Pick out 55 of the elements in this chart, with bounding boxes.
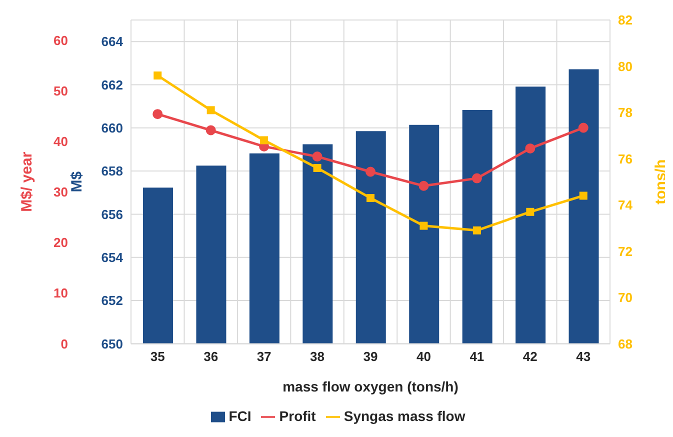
x-axis-title: mass flow oxygen (tons/h): [282, 378, 458, 395]
y3-axis-title: M$/ year: [18, 152, 36, 212]
point: [154, 71, 162, 80]
point: [418, 180, 429, 191]
legend-label: Syngas mass flow: [344, 408, 466, 424]
y-tick-label: 658: [101, 164, 123, 179]
x-tick-label: 42: [522, 348, 538, 364]
y-tick-label: 652: [101, 293, 123, 308]
point: [366, 166, 376, 177]
y-tick-label: 660: [101, 120, 123, 136]
x-tick-label: 41: [470, 348, 484, 364]
y2-tick-label: 80: [618, 58, 632, 74]
point: [206, 125, 216, 136]
y-axis-title: M$: [68, 170, 86, 192]
legend-label: FCI: [228, 408, 252, 424]
point: [579, 192, 588, 200]
y2-tick-label: 68: [618, 336, 632, 352]
y2-tick-label: 74: [618, 198, 634, 213]
y2-tick-label: 72: [618, 244, 632, 259]
x-tick-label: 38: [310, 348, 325, 364]
y-tick-label: 656: [101, 206, 123, 222]
y3-tick-label: 10: [54, 286, 68, 301]
y-tick-label: 664: [101, 34, 124, 50]
y-tick-label: 662: [101, 77, 123, 92]
y3-tick-label: 60: [54, 32, 68, 48]
y3-tick-label: 30: [54, 184, 68, 200]
y-tick-label: 650: [101, 336, 123, 352]
point: [472, 173, 482, 184]
point: [260, 136, 268, 144]
point: [420, 222, 428, 230]
y2-tick-label: 82: [618, 12, 632, 28]
y2-tick-label: 78: [618, 105, 632, 120]
y3-tick-label: 0: [60, 336, 68, 352]
y2-tick-label: 76: [618, 151, 632, 166]
point: [472, 226, 481, 234]
point: [525, 143, 536, 154]
y-tick-label: 654: [101, 250, 124, 265]
x-tick-label: 37: [256, 348, 272, 364]
x-tick-label: 40: [416, 348, 431, 364]
x-tick-label: 43: [576, 348, 591, 364]
x-tick-label: 39: [363, 348, 378, 364]
y3-tick-label: 50: [54, 83, 68, 98]
point: [313, 164, 322, 172]
y3-tick-label: 20: [54, 235, 68, 250]
point: [526, 208, 534, 216]
y3-tick-label: 40: [54, 134, 68, 150]
point: [206, 106, 215, 114]
point: [578, 122, 588, 133]
legend-label: Profit: [279, 408, 316, 424]
x-tick-label: 35: [150, 348, 165, 364]
point: [152, 109, 163, 120]
point: [366, 194, 374, 202]
x-tick-label: 36: [204, 348, 218, 364]
point: [312, 152, 322, 162]
y2-tick-label: 70: [618, 290, 632, 306]
